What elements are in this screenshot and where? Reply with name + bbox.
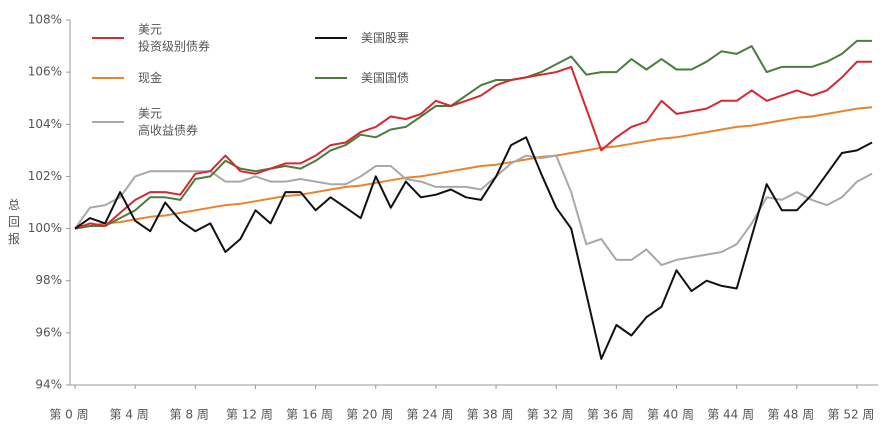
y-tick-label: 98% [35, 273, 62, 287]
legend-label: 美国国债 [361, 71, 409, 85]
x-tick-label: 第 0 周 [49, 408, 88, 422]
series-line [74, 106, 873, 230]
x-tick-label: 第 44 周 [707, 408, 754, 422]
y-tick-label: 102% [28, 169, 62, 183]
series-line [74, 39, 872, 230]
x-tick-label: 第 32 周 [527, 408, 574, 422]
y-tick-label: 94% [35, 378, 62, 392]
x-tick-label: 第 48 周 [767, 408, 814, 422]
legend-label: 美元投资级别债券 [138, 22, 210, 53]
series-line [74, 136, 873, 360]
y-tick-label: 108% [28, 13, 62, 27]
legend-label: 美国股票 [361, 31, 409, 45]
y-tick-label: 106% [28, 65, 62, 79]
y-tick-label: 96% [35, 325, 62, 339]
x-tick-label: 第 52 周 [828, 408, 875, 422]
x-tick-label: 第 12 周 [226, 408, 273, 422]
y-tick-label: 104% [28, 117, 62, 131]
y-tick-label: 100% [28, 221, 62, 235]
legend-label: 美元高收益债券 [138, 106, 198, 137]
series-line [74, 60, 872, 230]
x-tick-label: 第 20 周 [346, 408, 393, 422]
y-axis-label: 总回报 [8, 198, 20, 246]
x-tick-label: 第 36 周 [587, 408, 634, 422]
legend-label: 现金 [138, 70, 162, 85]
x-tick-label: 第 40 周 [647, 408, 694, 422]
x-tick-label: 第 38 周 [467, 408, 514, 422]
x-tick-label: 第 4 周 [110, 408, 149, 422]
x-tick-label: 第 16 周 [286, 408, 333, 422]
x-tick-label: 第 24 周 [406, 408, 453, 422]
x-tick-label: 第 8 周 [170, 408, 209, 422]
